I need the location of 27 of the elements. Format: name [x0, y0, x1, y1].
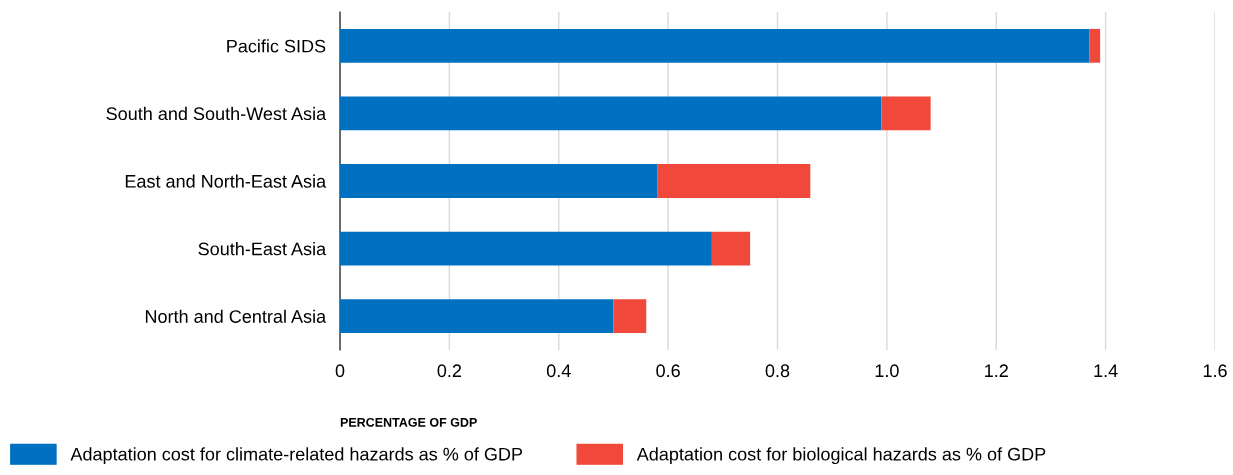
x-tick-label: 0.4	[546, 364, 571, 378]
y-tick-label: North and Central Asia	[145, 309, 327, 323]
bar	[881, 96, 931, 131]
legend-label: Adaptation cost for biological hazards as % of GDP	[636, 447, 1046, 465]
y-tick-label: Pacific SIDS	[227, 39, 326, 53]
x-tick-label: 0	[335, 364, 345, 378]
bar	[340, 299, 614, 334]
x-tick-label: 0.2	[437, 364, 462, 378]
bar	[340, 28, 1090, 63]
bar	[340, 164, 658, 198]
legend-label: Adaptation cost for climate-related hazards as % of GDP	[70, 447, 523, 465]
bar	[711, 231, 751, 266]
bar	[340, 96, 882, 131]
x-tick-label: 1.0	[875, 364, 899, 378]
x-tick-label: 0.8	[765, 364, 790, 378]
bar	[657, 164, 811, 198]
x-tick-label: 1.2	[985, 364, 1008, 377]
y-tick-label: South-East Asia	[198, 242, 327, 256]
x-axis-title: PERCENTAGE OF GDP	[340, 417, 477, 427]
x-tick-label: 1.6	[1203, 364, 1227, 378]
y-tick-label: South and South-West Asia	[106, 106, 327, 121]
x-tick-label: 1.4	[1094, 364, 1118, 377]
bar	[1089, 28, 1101, 63]
bar	[340, 231, 712, 266]
x-tick-label: 0.6	[656, 364, 680, 378]
bar	[613, 299, 647, 334]
y-tick-label: East and North-East Asia	[125, 174, 327, 188]
